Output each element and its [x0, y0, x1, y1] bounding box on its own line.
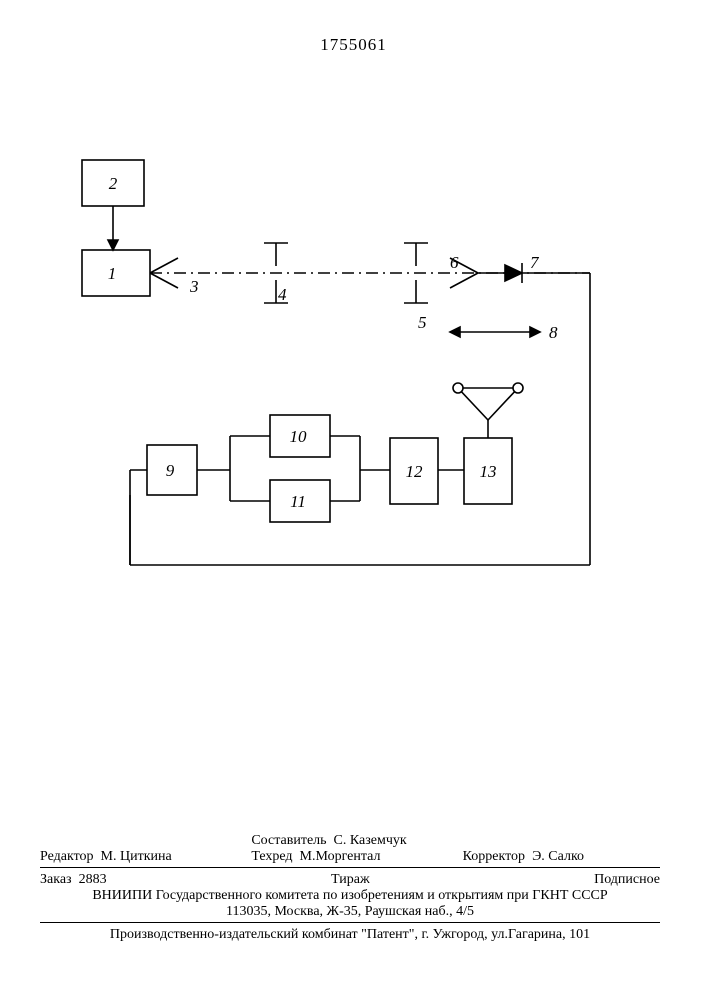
org-line-1: ВНИИПИ Государственного комитета по изоб…: [40, 888, 660, 904]
tirazh-label: Тираж: [331, 872, 370, 888]
label-6: 6: [450, 253, 459, 272]
label-5: 5: [418, 313, 427, 332]
podpisnoe-label: Подписное: [594, 872, 660, 888]
label-8: 8: [549, 323, 558, 342]
node-10-label: 10: [290, 427, 308, 446]
node-1-label: 1: [108, 264, 117, 283]
corrector-label: Корректор: [463, 849, 525, 864]
footer: Редактор М. Циткина Составитель С. Казем…: [40, 833, 660, 943]
order-label: Заказ: [40, 872, 72, 887]
org-line-2: 113035, Москва, Ж-35, Раушская наб., 4/5: [40, 904, 660, 920]
editor-name: М. Циткина: [101, 849, 172, 864]
node-12-label: 12: [406, 462, 424, 481]
compiler-name: С. Каземчук: [334, 833, 407, 848]
order-number: 2883: [79, 872, 107, 887]
node-2-label: 2: [109, 174, 118, 193]
techred-label: Техред: [251, 849, 292, 864]
corrector-name: Э. Салко: [532, 849, 584, 864]
node-11-label: 11: [290, 492, 306, 511]
node-13-label: 13: [480, 462, 497, 481]
label-3: 3: [189, 277, 199, 296]
compiler-label: Составитель: [251, 833, 326, 848]
label-4: 4: [278, 285, 287, 304]
editor-label: Редактор: [40, 849, 94, 864]
org-line-3: Производственно-издательский комбинат "П…: [40, 927, 660, 943]
node-9-label: 9: [166, 461, 175, 480]
techred-name: М.Моргентал: [300, 849, 381, 864]
diagram-svg: 1 2 9 10 11 12 13 3 4 5 6 7 8: [0, 0, 707, 700]
label-7: 7: [530, 253, 540, 272]
